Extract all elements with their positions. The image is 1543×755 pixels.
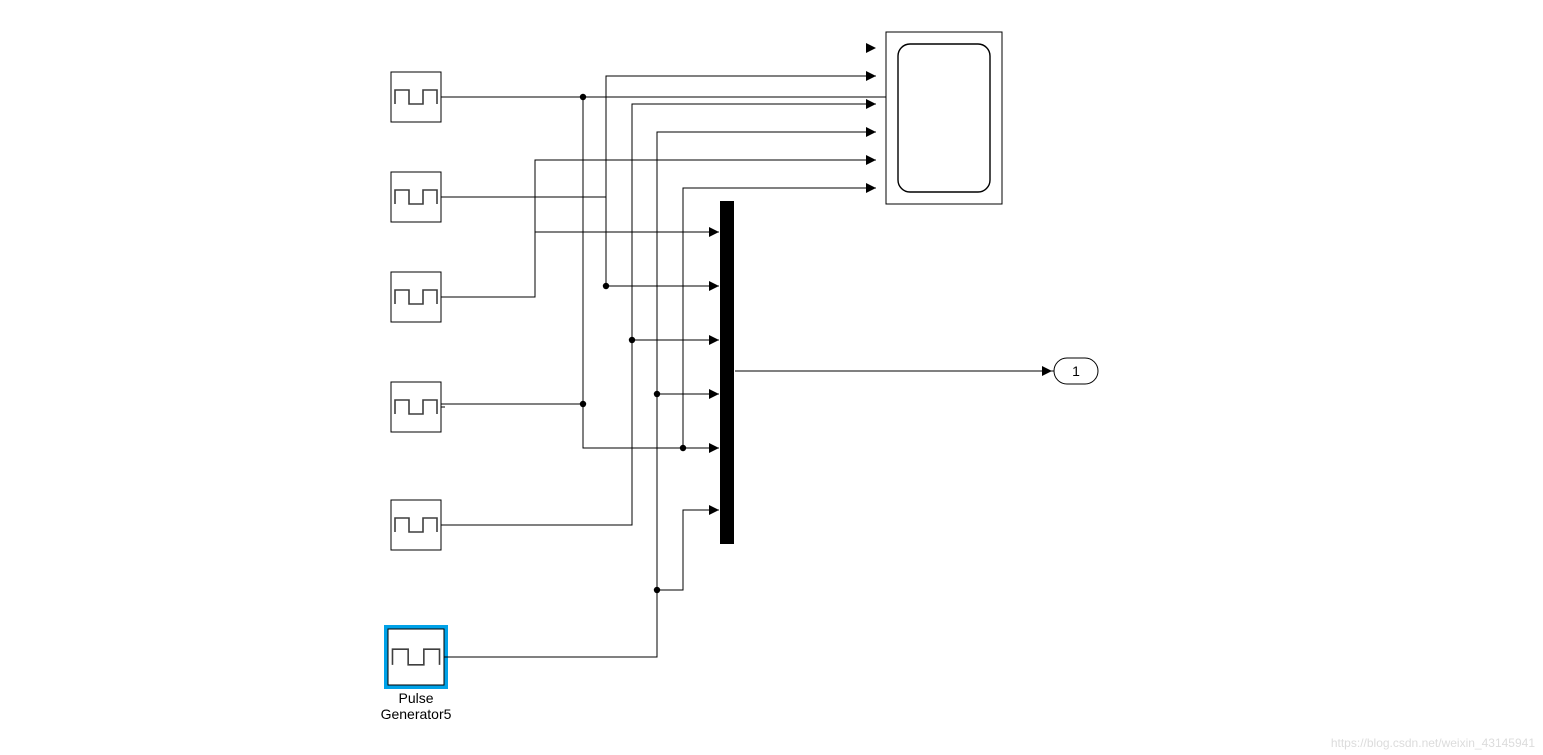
- arrowhead-icon: [709, 227, 719, 237]
- watermark-text: https://blog.csdn.net/weixin_43145941: [1331, 736, 1535, 750]
- arrowhead-icon: [709, 281, 719, 291]
- signal-wire: [441, 340, 719, 525]
- pulse-generator-block[interactable]: [391, 382, 445, 432]
- blocks-layer: PulseGenerator5 1: [381, 32, 1098, 722]
- arrowhead-icon: [709, 389, 719, 399]
- arrowhead-icon: [866, 127, 876, 137]
- arrowhead-icon: [709, 443, 719, 453]
- arrowhead-icon: [1042, 366, 1052, 376]
- arrowhead-icon: [866, 155, 876, 165]
- outport-block[interactable]: 1: [1054, 358, 1098, 384]
- pulse-generator-block[interactable]: PulseGenerator5: [381, 627, 452, 722]
- scope-screen-icon: [898, 44, 990, 192]
- signal-wire: [441, 232, 719, 297]
- outport-label: 1: [1072, 363, 1080, 379]
- signal-wire: [683, 188, 876, 448]
- arrowhead-icon: [866, 43, 876, 53]
- arrowhead-icon: [866, 99, 876, 109]
- wire-junction: [603, 283, 609, 289]
- wire-junction: [654, 587, 660, 593]
- block-label: Pulse: [398, 690, 433, 706]
- arrowhead-icon: [709, 505, 719, 515]
- wire-junction: [580, 401, 586, 407]
- signal-wire: [535, 160, 876, 232]
- signal-wire: [606, 76, 876, 286]
- pulse-generator-block[interactable]: [391, 500, 445, 550]
- signal-wire: [583, 404, 719, 448]
- wire-junction: [654, 391, 660, 397]
- signal-wire: [441, 97, 583, 404]
- signal-wire: [632, 104, 876, 340]
- pulse-generator-block[interactable]: [391, 72, 445, 122]
- wire-junction: [680, 445, 686, 451]
- arrowhead-icon: [866, 71, 876, 81]
- pulse-generator-block[interactable]: [391, 272, 445, 322]
- signal-wire: [441, 197, 719, 286]
- scope-block[interactable]: [886, 32, 1002, 204]
- signal-wire: [657, 132, 876, 394]
- arrowhead-icon: [709, 335, 719, 345]
- wire-junction: [629, 337, 635, 343]
- wire-junction: [580, 94, 586, 100]
- pulse-generator-block[interactable]: [391, 172, 445, 222]
- simulink-diagram: PulseGenerator5 1 https://blog.csdn.net/we…: [0, 0, 1543, 755]
- arrowhead-icon: [866, 183, 876, 193]
- block-label: Generator5: [381, 706, 452, 722]
- signal-wire: [657, 510, 719, 590]
